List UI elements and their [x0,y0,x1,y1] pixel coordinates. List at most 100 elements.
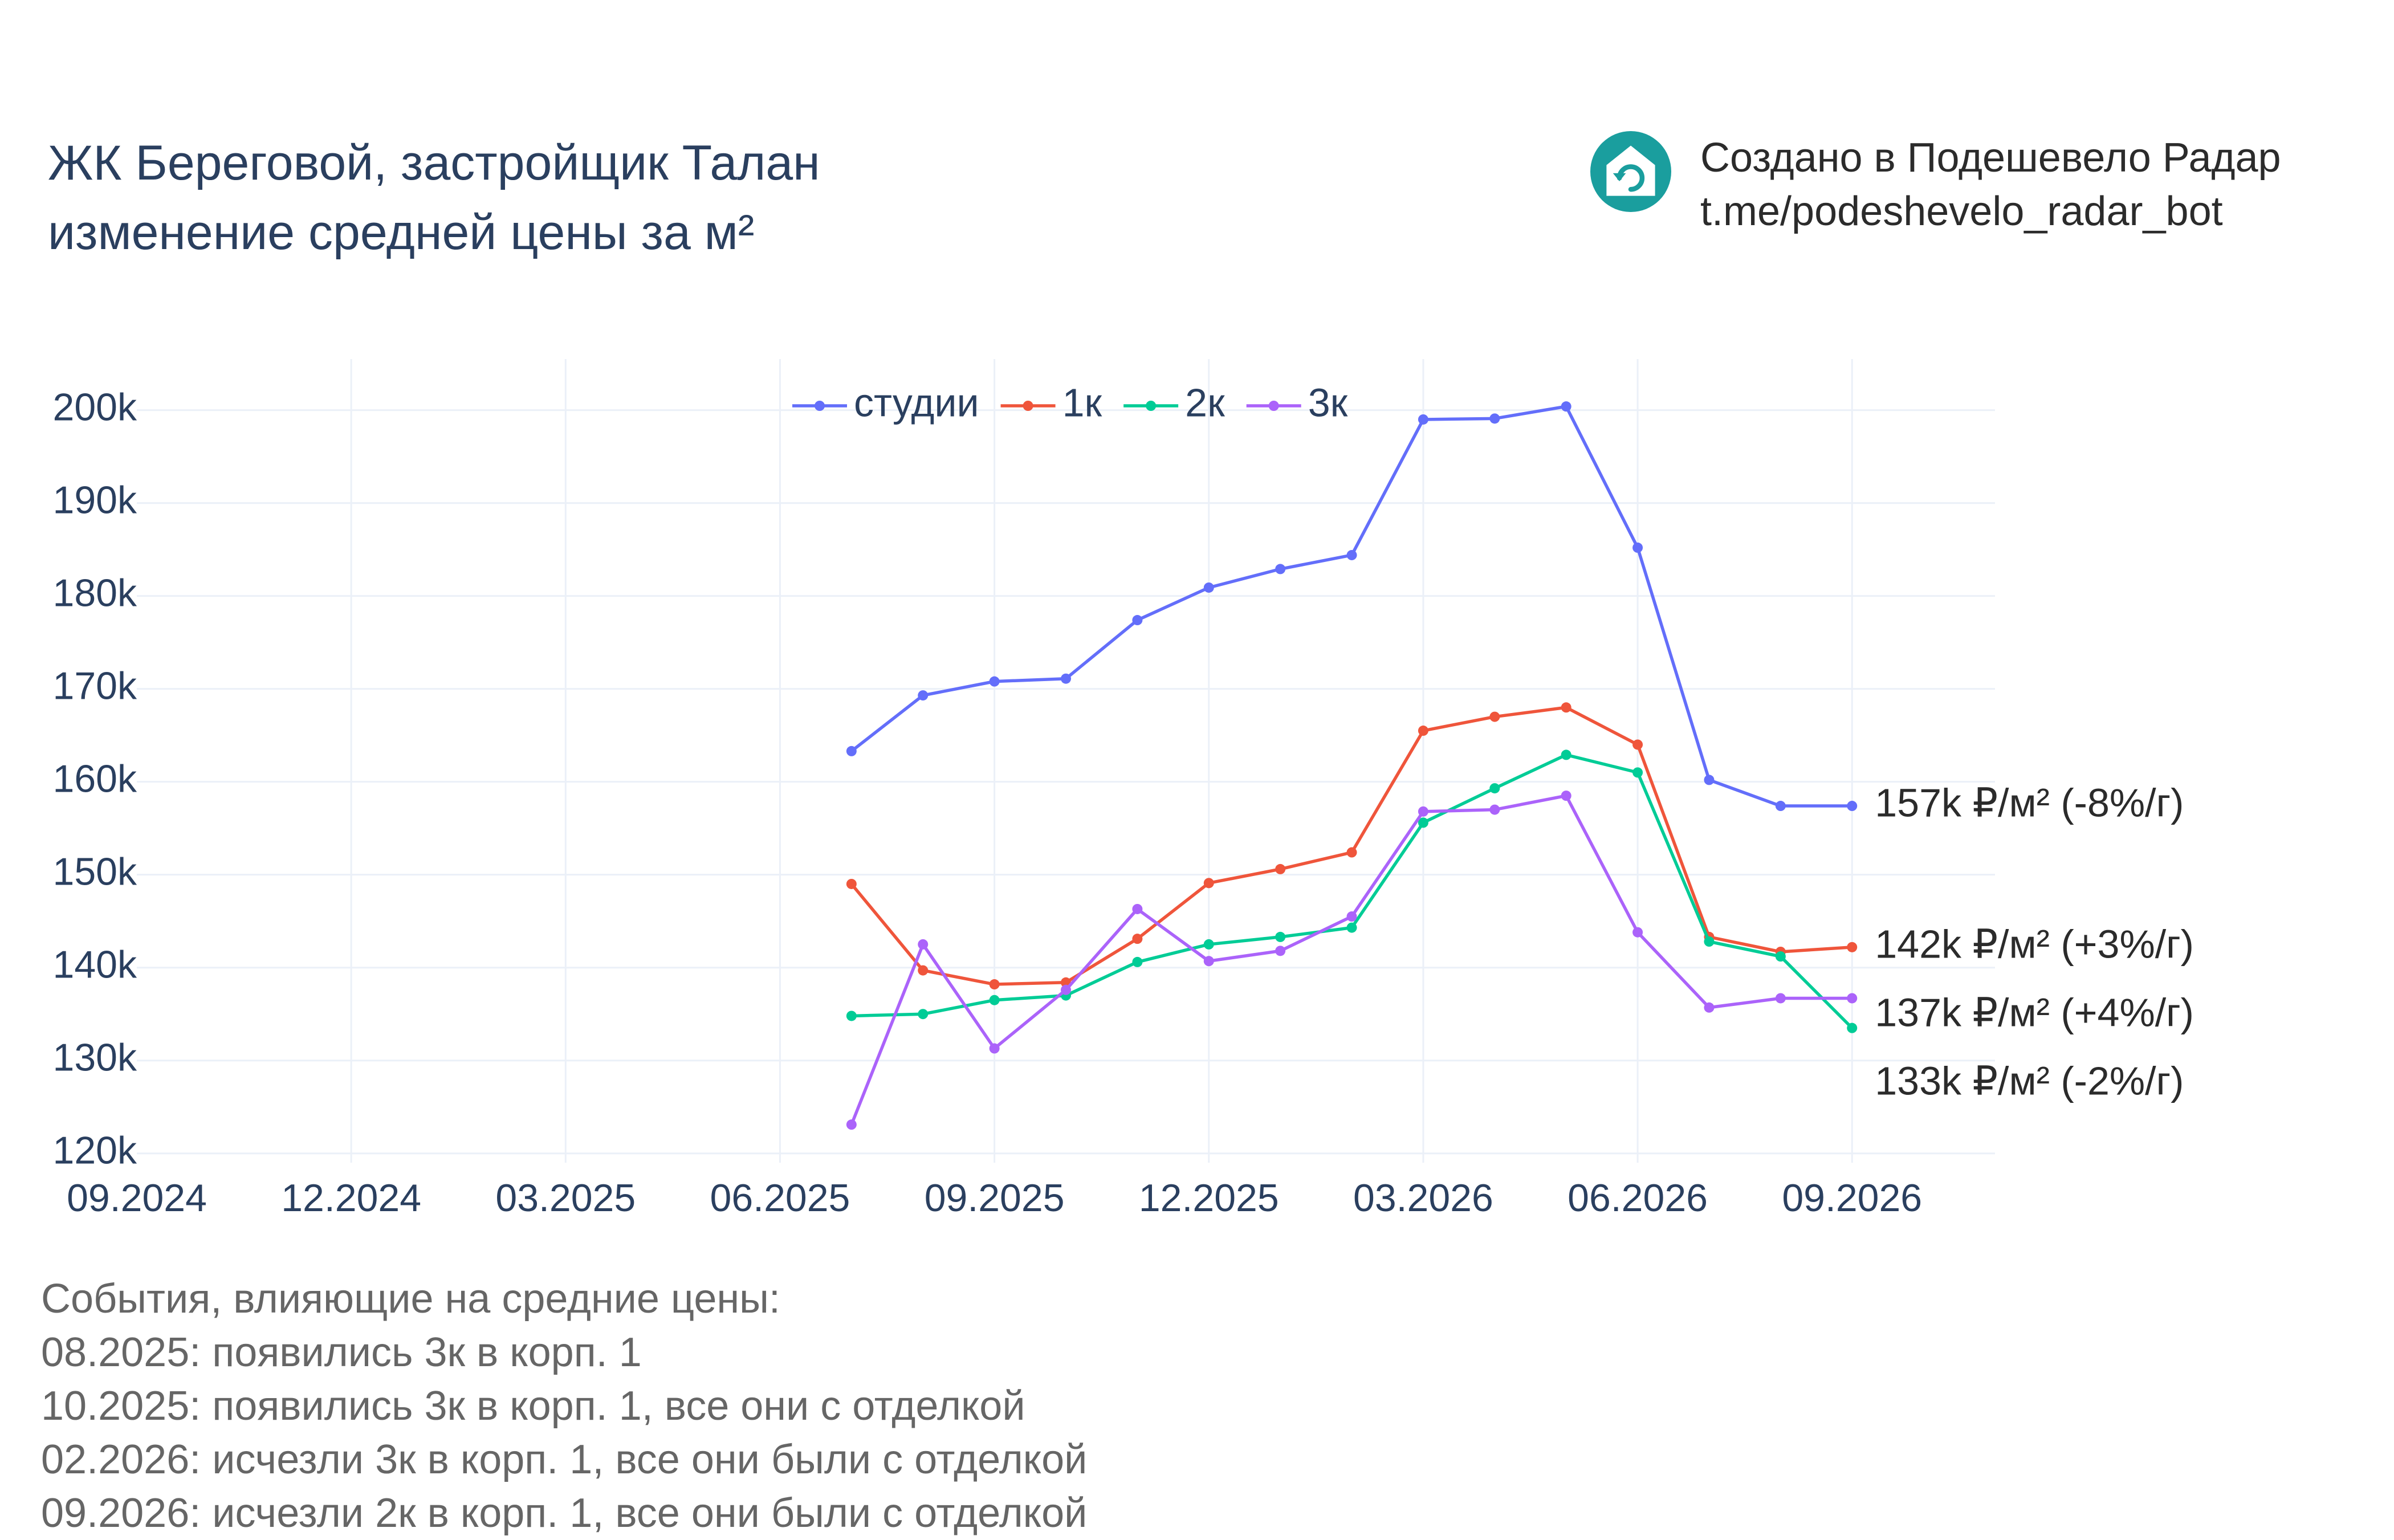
chart-title-line-2: изменение средней цены за м² [48,205,755,260]
data-point[interactable] [918,965,929,976]
data-point[interactable] [1847,1022,1858,1033]
end-label-1: 142k ₽/м² (+3%/г) [1875,922,2194,966]
data-point[interactable] [1632,927,1643,938]
series-line [850,706,1852,986]
legend-item-0[interactable]: студии [792,380,979,425]
x-tick-label: 09.2026 [1782,1176,1922,1220]
data-point[interactable] [1418,414,1428,425]
data-point[interactable] [1418,817,1428,828]
data-point[interactable] [1275,564,1286,575]
legend-label: 1к [1062,380,1102,425]
data-point[interactable] [1489,413,1500,424]
data-point[interactable] [846,745,857,756]
data-point[interactable] [1561,702,1571,713]
legend-item-2[interactable]: 2к [1123,380,1225,425]
legend-label: студии [854,380,979,425]
data-point[interactable] [1632,767,1643,778]
data-point[interactable] [846,878,857,889]
brand-link[interactable]: t.me/podeshevelo_radar_bot [1700,189,2223,234]
data-point[interactable] [1847,993,1858,1004]
data-point[interactable] [1203,582,1214,593]
data-point[interactable] [1561,749,1571,760]
legend-item-1[interactable]: 1к [1000,380,1102,425]
brand-text[interactable]: Создано в Подешевело Радар t.me/podeshev… [1700,131,2281,238]
data-point[interactable] [918,939,929,950]
x-tick-label: 06.2026 [1567,1176,1708,1220]
data-point[interactable] [1132,934,1143,944]
data-point[interactable] [1275,931,1286,942]
data-point[interactable] [1561,401,1571,412]
legend-swatch-marker [1268,401,1279,411]
brand-block[interactable]: Создано в Подешевело Радар t.me/podeshev… [1590,131,2281,234]
x-tick-label: 12.2025 [1139,1176,1279,1220]
series-1 [846,702,1858,990]
data-point[interactable] [1346,922,1357,933]
data-point[interactable] [1489,711,1500,722]
data-point[interactable] [1061,984,1071,995]
chart-title-line-1: ЖК Береговой, застройщик Талан [48,136,820,190]
event-item-4: 09.2026: исчезли 2к в корп. 1, все они б… [41,1490,1088,1536]
data-point[interactable] [1418,806,1428,817]
data-point[interactable] [1418,726,1428,736]
events-heading: События, влияющие на средние цены: [41,1276,780,1322]
data-point[interactable] [1704,1002,1715,1013]
chart-title: ЖК Береговой, застройщик Талан изменение… [48,128,820,267]
event-item-2: 10.2025: появились 3к в корп. 1, все они… [41,1383,1025,1429]
data-point[interactable] [1203,956,1214,967]
data-point[interactable] [918,1009,929,1020]
data-point[interactable] [1346,847,1357,858]
data-point[interactable] [1132,956,1143,967]
data-point[interactable] [1847,942,1858,952]
data-point[interactable] [1132,615,1143,626]
x-tick-label: 09.2024 [67,1176,207,1220]
data-point[interactable] [1847,801,1858,812]
data-point[interactable] [1132,903,1143,914]
data-point[interactable] [989,979,1000,990]
end-labels: 157k ₽/м² (-8%/г) 142k ₽/м² (+3%/г) 137k ₽… [1875,781,2194,1103]
data-point[interactable] [1061,673,1071,684]
y-tick-label: 120k [53,1129,137,1172]
data-point[interactable] [989,1043,1000,1054]
data-point[interactable] [1489,783,1500,794]
data-point[interactable] [989,995,1000,1005]
events-block: События, влияющие на средние цены: 08.20… [41,1272,1087,1540]
end-label-0: 157k ₽/м² (-8%/г) [1875,781,2184,825]
data-point[interactable] [1561,791,1571,801]
y-tick-label: 190k [53,479,137,522]
legend[interactable]: студии 1к 2к 3к [792,380,1348,425]
data-point[interactable] [1489,804,1500,815]
data-point[interactable] [1275,863,1286,874]
end-label-3: 137k ₽/м² (+4%/г) [1875,990,2194,1034]
y-tick-label: 160k [53,757,137,801]
data-point[interactable] [1775,951,1786,962]
data-point[interactable] [1275,946,1286,956]
y-tick-label: 170k [53,665,137,708]
data-point[interactable] [989,676,1000,687]
data-point[interactable] [918,690,929,701]
data-point[interactable] [1632,542,1643,553]
data-point[interactable] [1346,911,1357,922]
brand-line-1: Создано в Подешевело Радар [1700,135,2281,181]
data-point[interactable] [1704,936,1715,947]
data-point[interactable] [1203,939,1214,950]
y-tick-label: 180k [53,572,137,615]
data-point[interactable] [1775,993,1786,1004]
y-tick-label: 200k [53,386,137,429]
legend-label: 3к [1308,380,1348,425]
data-point[interactable] [1632,739,1643,750]
price-line-chart: 157k ₽/м² (-8%/г) 142k ₽/м² (+3%/г) 137k ₽… [53,359,2194,1220]
data-point[interactable] [846,1119,857,1130]
data-point[interactable] [1346,549,1357,560]
data-point[interactable] [1775,801,1786,812]
y-tick-label: 130k [53,1036,137,1079]
end-label-2: 133k ₽/м² (-2%/г) [1875,1058,2184,1103]
axes: 120k 130k 140k 150k 160k 170k 180k 190k 200k 09.2… [53,386,1923,1220]
data-point[interactable] [846,1011,857,1021]
data-point[interactable] [1704,775,1715,785]
x-tick-label: 12.2024 [281,1176,421,1220]
event-item-1: 08.2025: появились 3к в корп. 1 [41,1330,642,1375]
series-2 [846,749,1858,1033]
legend-item-3[interactable]: 3к [1246,380,1348,425]
series-3 [846,791,1858,1130]
data-point[interactable] [1203,878,1214,889]
